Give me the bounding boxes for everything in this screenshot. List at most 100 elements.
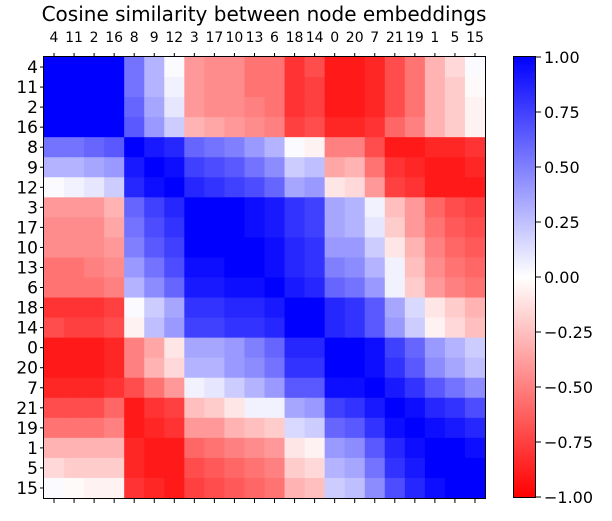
heatmap-cell <box>324 437 346 459</box>
heatmap-cell <box>284 157 306 178</box>
heatmap-cell <box>244 257 266 279</box>
heatmap-cell <box>364 377 386 399</box>
heatmap-cell <box>404 257 426 279</box>
heatmap-cell <box>404 317 426 339</box>
heatmap-cell <box>344 317 366 339</box>
heatmap-cell <box>404 77 426 98</box>
heatmap-cell <box>164 397 185 419</box>
heatmap-cell <box>384 277 406 299</box>
heatmap-cell <box>264 137 286 158</box>
heatmap-cell <box>104 97 125 118</box>
heatmap-cell <box>404 217 426 239</box>
heatmap-cell <box>204 397 226 419</box>
heatmap-cell <box>44 257 65 279</box>
heatmap-cell <box>324 417 346 439</box>
heatmap-cell <box>264 357 286 379</box>
heatmap-cell <box>104 477 125 499</box>
heatmap-cell <box>184 277 205 299</box>
heatmap-cell <box>104 257 125 279</box>
heatmap-cell <box>444 437 466 459</box>
colorbar-tick-label: −0.25 <box>544 323 593 342</box>
y-tick-label: 4 <box>27 58 38 78</box>
heatmap-cell <box>304 237 326 259</box>
heatmap-cell <box>284 137 306 158</box>
heatmap-cell <box>144 397 165 419</box>
heatmap-cell <box>384 337 406 359</box>
heatmap-cell <box>384 97 406 118</box>
heatmap-cell <box>304 157 326 178</box>
heatmap-cell <box>164 337 185 359</box>
heatmap-cell <box>444 77 466 98</box>
heatmap-cell <box>84 237 105 259</box>
heatmap-cell <box>464 257 486 279</box>
y-tick-label: 16 <box>16 118 38 138</box>
heatmap-cell <box>164 417 185 439</box>
heatmap-cell <box>264 217 286 239</box>
heatmap-cell <box>384 377 406 399</box>
heatmap-cell <box>224 397 246 419</box>
heatmap-cell <box>384 397 406 419</box>
heatmap-cell <box>444 157 466 178</box>
heatmap-cell <box>124 117 145 138</box>
heatmap-cell <box>104 277 125 299</box>
heatmap-cell <box>444 277 466 299</box>
heatmap-cell <box>104 457 125 479</box>
y-tick-label: 0 <box>27 339 38 359</box>
heatmap-cell <box>204 77 226 98</box>
heatmap-cell <box>204 317 226 339</box>
heatmap-cell <box>424 97 446 118</box>
heatmap-cell <box>444 337 466 359</box>
x-tick-label: 18 <box>286 30 304 46</box>
heatmap-cell <box>184 57 205 78</box>
heatmap-cell <box>104 437 125 459</box>
heatmap-cell <box>404 357 426 379</box>
heatmap-cell <box>384 117 406 138</box>
heatmap-cell <box>304 317 326 339</box>
heatmap-cell <box>44 197 65 218</box>
heatmap-cell <box>44 437 65 459</box>
heatmap-cell <box>344 297 366 319</box>
heatmap-cell <box>224 277 246 299</box>
heatmap-cell <box>64 237 85 259</box>
heatmap-cell <box>444 197 466 218</box>
heatmap-cell <box>344 217 366 239</box>
heatmap-cell <box>64 277 85 299</box>
heatmap-cell <box>264 477 286 499</box>
heatmap-cell <box>244 477 266 499</box>
heatmap-cell <box>324 237 346 259</box>
x-tick-label: 12 <box>165 30 183 46</box>
heatmap-cell <box>64 77 85 98</box>
heatmap-cell <box>464 277 486 299</box>
heatmap-cell <box>64 457 85 479</box>
heatmap-cell <box>164 177 185 198</box>
x-tick-label: 7 <box>370 30 379 46</box>
heatmap-cell <box>224 257 246 279</box>
heatmap-cell <box>164 317 185 339</box>
heatmap-cell <box>204 157 226 178</box>
heatmap-cell <box>204 57 226 78</box>
heatmap-cell <box>424 137 446 158</box>
y-tick-label: 10 <box>16 238 38 258</box>
heatmap-cell <box>144 357 165 379</box>
heatmap-cell <box>124 357 145 379</box>
heatmap-cell <box>164 77 185 98</box>
heatmap-cell <box>44 457 65 479</box>
heatmap-cell <box>164 97 185 118</box>
heatmap-cell <box>304 397 326 419</box>
y-tick-label: 19 <box>16 419 38 439</box>
heatmap-cell <box>324 477 346 499</box>
heatmap-cell <box>464 157 486 178</box>
heatmap-cell <box>164 457 185 479</box>
heatmap-cell <box>124 417 145 439</box>
heatmap-cell <box>64 357 85 379</box>
heatmap-cell <box>384 457 406 479</box>
heatmap-cell <box>244 397 266 419</box>
heatmap-cell <box>244 277 266 299</box>
heatmap-cell <box>384 437 406 459</box>
heatmap-cell <box>44 337 65 359</box>
heatmap-cell <box>444 397 466 419</box>
heatmap-cell <box>404 97 426 118</box>
heatmap-cell <box>364 477 386 499</box>
